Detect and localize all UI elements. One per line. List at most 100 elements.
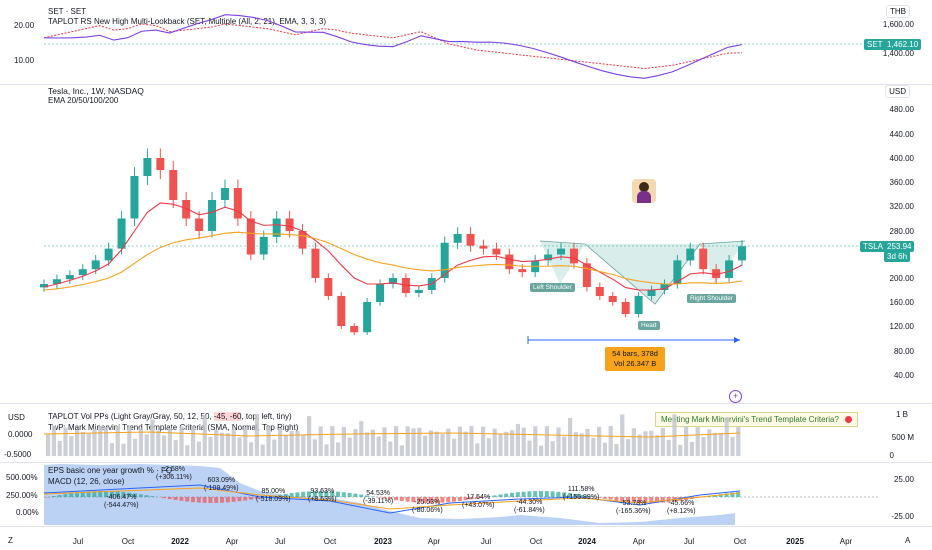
- macd-histogram-bar: [51, 496, 56, 497]
- volume-bar: [220, 432, 225, 456]
- macd-histogram-bar: [243, 497, 248, 501]
- volume-bar: [423, 435, 428, 456]
- macd-histogram-bar: [353, 493, 358, 497]
- tsla-price-tag-value: 253.94: [884, 241, 915, 252]
- x-tick-label: Apr: [225, 537, 239, 546]
- range-info-box: 54 bars, 378d Vol 26.347 B: [605, 347, 665, 371]
- macd-histogram-bar: [428, 497, 433, 503]
- macd-histogram-bar: [620, 497, 625, 502]
- volume-bar: [643, 431, 648, 456]
- candle-body: [117, 218, 126, 249]
- set-right-tick: 1,400.00: [882, 49, 914, 58]
- volume-bar: [631, 428, 636, 456]
- candle-body: [65, 275, 74, 280]
- volume-bar: [376, 436, 381, 456]
- candle-body: [233, 188, 242, 219]
- volume-bar: [370, 429, 375, 456]
- x-tick-label: 2022: [171, 537, 189, 546]
- macd-histogram-bar: [301, 491, 306, 497]
- volume-bar: [504, 431, 509, 456]
- volume-bar: [307, 416, 312, 456]
- candle-body: [479, 245, 488, 249]
- volume-bar: [602, 442, 607, 456]
- macd-histogram-bar: [109, 491, 114, 497]
- macd-histogram-bar: [324, 491, 329, 497]
- candle-body: [595, 287, 604, 296]
- candle-body: [621, 302, 630, 314]
- eps-label: -25.53% (-80.06%): [412, 499, 443, 514]
- macd-histogram-bar: [150, 496, 155, 497]
- volume-bar: [278, 428, 283, 456]
- macd-histogram-bar: [220, 497, 224, 503]
- volume-right-tick: 1 B: [895, 410, 908, 419]
- macd-histogram-bar: [347, 492, 352, 497]
- volume-bar: [533, 426, 538, 456]
- candle-body: [660, 284, 669, 290]
- volume-bar: [492, 428, 497, 456]
- main-y-tick: 400.00: [889, 154, 914, 163]
- add-object-icon[interactable]: +: [729, 390, 742, 403]
- macd-histogram-bar: [336, 491, 340, 497]
- minervini-criteria-box[interactable]: Meeting Mark Minervini's Trend Template …: [655, 412, 858, 427]
- macd-histogram-bar: [562, 492, 567, 497]
- time-axis[interactable]: Z A Jul Oct 2022 Apr Jul Oct 2023 Apr Jul Oct 2024…: [0, 527, 932, 550]
- macd-histogram-bar: [533, 491, 538, 497]
- volume-bar: [272, 439, 277, 456]
- volume-bar: [173, 440, 178, 456]
- volume-bar: [672, 414, 677, 456]
- candle-body: [712, 269, 721, 278]
- macd-histogram-bar: [492, 495, 497, 497]
- range-vol: Vol 26.347 B: [613, 359, 657, 368]
- volume-indicator-title[interactable]: TAPLOT Vol PPs (Light Gray/Gray, 50, 12,…: [48, 412, 292, 421]
- candle-body: [363, 302, 372, 333]
- volume-bar: [109, 443, 114, 456]
- volume-bar: [301, 434, 306, 456]
- volume-bar: [498, 433, 503, 456]
- macd-histogram-bar: [643, 497, 648, 503]
- volume-bar: [266, 426, 271, 456]
- volume-bar: [521, 427, 526, 456]
- candle-body: [414, 290, 423, 293]
- eps-label: -44.30% (-61.84%): [514, 499, 545, 514]
- macd-histogram-bar: [249, 497, 253, 500]
- set-currency-button[interactable]: THB: [886, 5, 910, 18]
- macd-histogram-bar: [254, 497, 259, 499]
- volume-bar: [724, 417, 729, 456]
- macd-histogram-bar: [527, 491, 532, 497]
- volume-bar: [515, 423, 520, 456]
- volume-bar: [562, 436, 567, 456]
- volume-bar: [283, 434, 288, 456]
- volume-bar: [550, 441, 555, 456]
- macd-histogram-bar: [144, 495, 149, 497]
- volume-bar: [718, 432, 723, 456]
- volume-bar: [428, 430, 433, 456]
- volume-bar: [434, 431, 439, 456]
- macd-histogram-bar: [469, 497, 474, 500]
- volume-bar: [347, 437, 352, 456]
- main-y-tick: 120.00: [889, 322, 914, 331]
- volume-bar: [597, 426, 602, 456]
- volume-bar: [185, 445, 190, 456]
- set-indicator-title[interactable]: TAPLOT RS New High Multi-Lookback (SET, …: [48, 17, 327, 26]
- set-right-tick: 1,600.00: [882, 20, 914, 29]
- candle-body: [182, 200, 191, 219]
- set-pane: SET · SET TAPLOT RS New High Multi-Lookb…: [0, 0, 932, 84]
- main-currency-button[interactable]: USD: [885, 85, 910, 98]
- volume-bar: [353, 429, 358, 456]
- volume-bar: [614, 444, 619, 456]
- x-tick-label: Apr: [839, 537, 853, 546]
- candle-body: [259, 236, 268, 255]
- volume-bar: [405, 426, 410, 456]
- candle-body: [169, 170, 178, 200]
- candle-body: [376, 284, 385, 302]
- head-label: Head: [638, 321, 660, 330]
- macd-histogram-bar: [568, 493, 572, 497]
- timezone-button[interactable]: Z: [8, 536, 13, 545]
- x-tick-label: Jul: [274, 537, 286, 546]
- auto-scale-button[interactable]: A: [905, 536, 911, 545]
- left-shoulder-label: Left Shoulder: [530, 283, 575, 292]
- macd-histogram-bar: [341, 492, 346, 497]
- candle-body: [40, 284, 48, 288]
- volume-bar: [365, 432, 370, 456]
- candle-body: [311, 248, 320, 278]
